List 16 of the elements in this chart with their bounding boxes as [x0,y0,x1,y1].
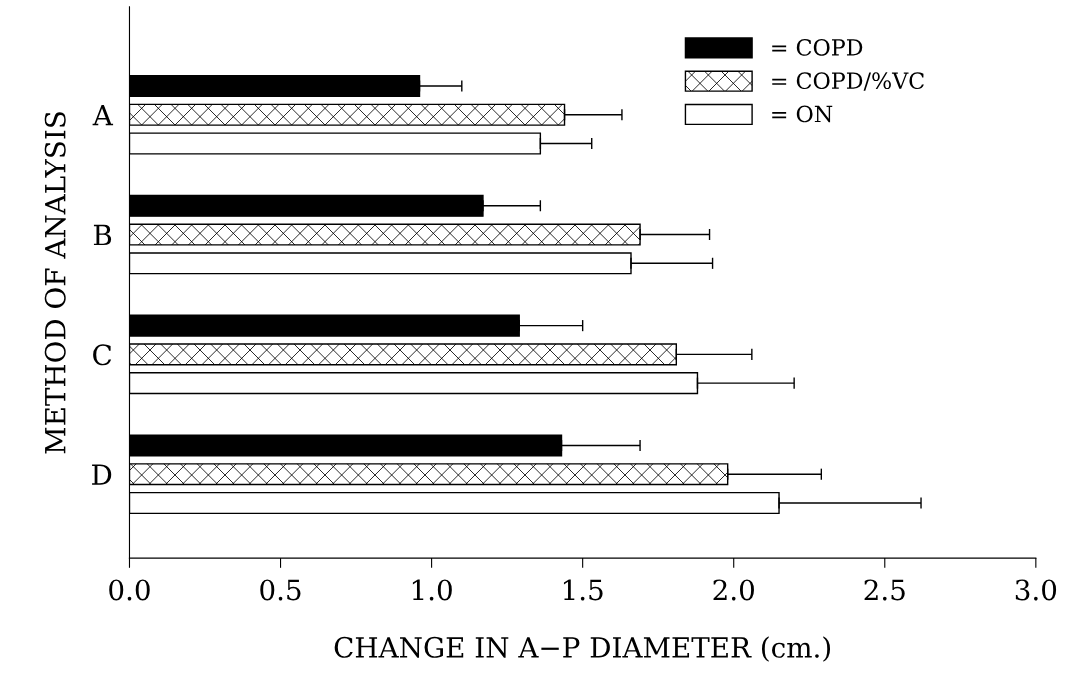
x-tick-label: 2.5 [864,579,905,601]
legend-label: = COPD [772,38,863,56]
y-tick-label: C [93,344,112,366]
x-tick-label: 2.0 [713,579,754,601]
legend-label: = ON [772,105,833,123]
x-tick-label: 0.0 [109,579,150,601]
x-tick-label: 1.5 [563,579,603,601]
y-tick-label: B [93,224,112,246]
x-tick-label: 0.5 [260,579,301,601]
x-axis-title: CHANGE IN A−P DIAMETER (cm.) [334,636,830,662]
y-axis-title: METHOD OF ANALYSIS [44,112,66,454]
y-tick-label: D [92,464,112,485]
x-tick-label: 1.0 [412,579,452,601]
legend-label: = COPD/%VC [772,72,924,91]
x-tick-label: 3.0 [1015,579,1057,601]
y-tick-label: A [92,105,114,126]
